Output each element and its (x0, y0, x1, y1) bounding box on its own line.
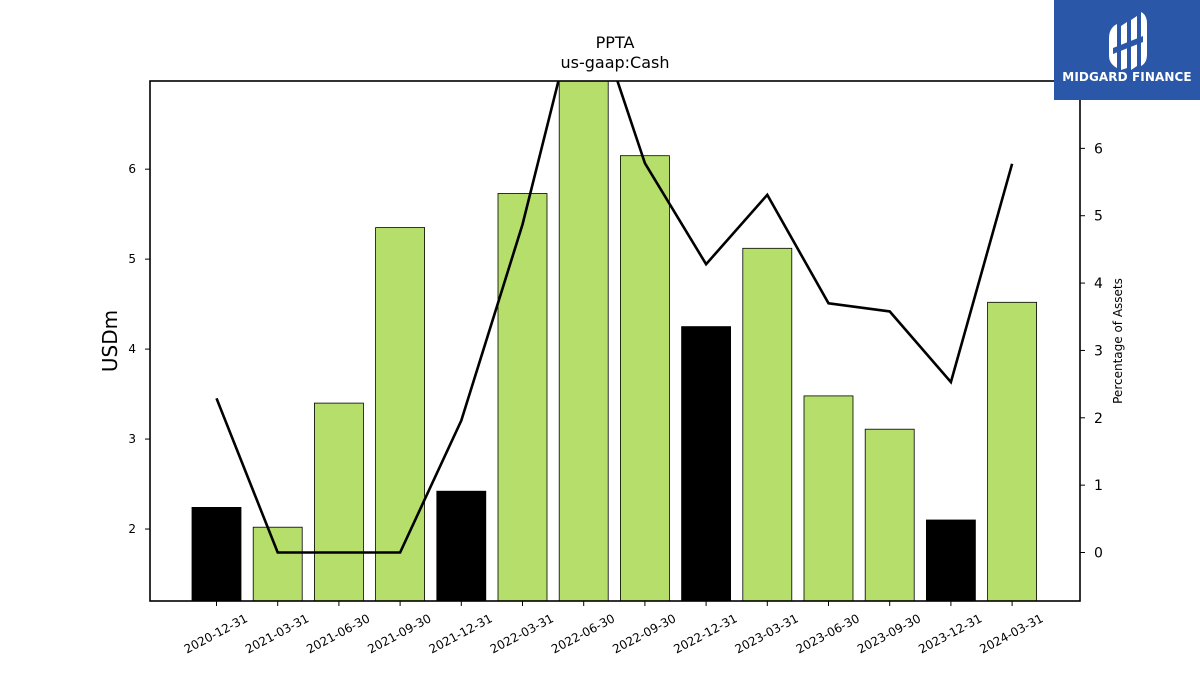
x-tick-label: 2023-06-30 (794, 611, 862, 656)
line-group (215, 81, 1014, 554)
bar-2021-06-30 (313, 402, 364, 601)
y-tick-label: 3 (128, 432, 136, 446)
x-tick-label: 2022-03-31 (488, 611, 556, 656)
y-axis-label: USDm (98, 310, 122, 372)
y2-tick-label: 3 (1094, 343, 1103, 359)
bar-2022-06-30 (558, 81, 609, 601)
bar-2021-09-30 (375, 227, 426, 601)
x-tick-label: 2021-09-30 (365, 611, 433, 656)
percentage-line (215, 81, 1014, 554)
y-tick-label: 6 (128, 162, 136, 176)
plot-frame (149, 80, 1081, 602)
bar-2023-12-31 (926, 519, 976, 601)
bar-2023-03-31 (742, 247, 793, 601)
bar-2022-03-31 (497, 193, 548, 601)
y2-tick-label: 6 (1094, 141, 1103, 157)
x-tick-label: 2023-12-31 (916, 611, 984, 656)
bar-2021-03-31 (252, 526, 303, 601)
y2-tick-label: 4 (1094, 276, 1103, 292)
y2-axis-label: Percentage of Assets (1111, 278, 1125, 404)
y-tick-label: 4 (128, 342, 136, 356)
bar-group (191, 81, 1037, 601)
x-tick-label: 2022-06-30 (549, 611, 617, 656)
y-left-axis: 2 3 4 5 6 (128, 162, 150, 536)
y2-tick-label: 0 (1094, 546, 1103, 562)
x-tick-label: 2022-12-31 (671, 611, 739, 656)
bar-2022-09-30 (620, 155, 670, 601)
y-tick-label: 2 (128, 522, 136, 536)
y2-tick-label: 2 (1094, 411, 1103, 427)
chart-title: PPTA (596, 33, 635, 52)
midgard-logo-icon (1109, 12, 1147, 70)
x-axis: 2020-12-312021-03-312021-06-302021-09-30… (182, 601, 1046, 656)
brand-logo: MIDGARD FINANCE (1054, 0, 1200, 100)
bar-2023-06-30 (803, 395, 854, 601)
y2-tick-label: 5 (1094, 209, 1103, 225)
y-tick-label: 5 (128, 252, 136, 266)
chart-subtitle: us-gaap:Cash (560, 53, 669, 72)
x-tick-label: 2021-06-30 (304, 611, 372, 656)
y2-tick-label: 1 (1094, 478, 1103, 494)
x-tick-label: 2021-12-31 (427, 611, 495, 656)
x-tick-label: 2024-03-31 (977, 611, 1045, 656)
bar-2024-03-31 (987, 301, 1037, 601)
y-right-axis: 0 1 2 3 4 5 6 (1080, 141, 1103, 562)
x-tick-label: 2020-12-31 (182, 611, 250, 656)
brand-name: MIDGARD FINANCE (1062, 70, 1192, 84)
x-tick-label: 2023-09-30 (855, 611, 923, 656)
x-tick-label: 2022-09-30 (610, 611, 678, 656)
bar-2023-09-30 (864, 428, 915, 601)
bar-2022-12-31 (681, 326, 731, 601)
bar-2021-12-31 (436, 490, 487, 601)
x-tick-label: 2023-03-31 (733, 611, 801, 656)
bar-2020-12-31 (191, 506, 242, 601)
x-tick-label: 2021-03-31 (243, 611, 311, 656)
